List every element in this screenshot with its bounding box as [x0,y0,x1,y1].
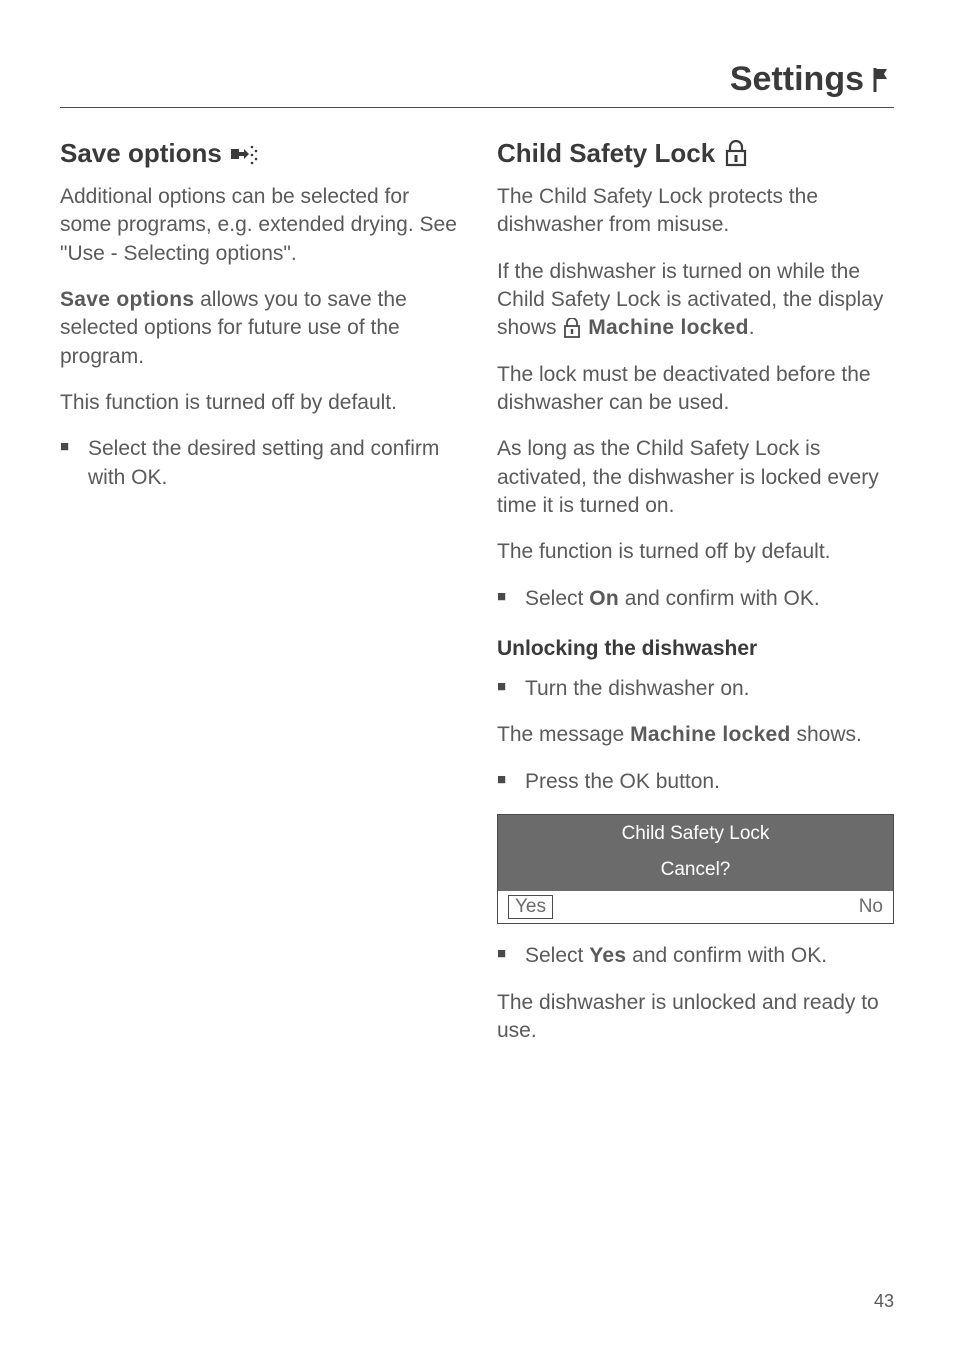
right-column: Child Safety Lock The Child Safety Lock … [497,138,894,1063]
child-lock-heading: Child Safety Lock [497,138,894,169]
unlocking-subhead: Unlocking the dishwasher [497,637,894,661]
child-lock-p1: The Child Safety Lock protects the dishw… [497,183,894,240]
child-lock-p2-bold: Machine locked [588,316,749,339]
save-options-heading-text: Save options [60,138,222,169]
child-lock-p2-post: . [749,316,755,339]
lcd-bottom-row: Yes No [498,891,893,923]
save-options-p3: This function is turned off by default. [60,389,457,417]
lock-icon [723,140,749,168]
lcd-line-1: Child Safety Lock [498,815,893,853]
lcd-no-option: No [859,896,883,918]
unlocking-bullet-select-yes: Select Yes and confirm with OK. [497,942,894,970]
save-options-bullet-1: Select the desired setting and confirm w… [60,435,457,492]
unlocking-bullet-press-ok: Press the OK button. [497,768,894,796]
flag-icon [872,66,894,94]
bullet-yes-pre: Select [525,944,589,967]
save-options-p1: Additional options can be selected for s… [60,183,457,268]
child-lock-p5: The function is turned off by default. [497,538,894,566]
bullet-yes-bold: Yes [589,944,626,967]
bullet-yes-post: and confirm with OK. [626,944,827,967]
child-lock-p4: As long as the Child Safety Lock is acti… [497,435,894,520]
lcd-line-2: Cancel? [498,853,893,891]
bullet-on-bold: On [589,587,619,610]
content-columns: Save options Additional options can be s… [60,138,894,1063]
child-lock-p6: The message Machine locked shows. [497,721,894,749]
save-options-bullets: Select the desired setting and confirm w… [60,435,457,492]
save-options-p2-bold: Save options [60,288,194,311]
unlocking-bullet-turn-on: Turn the dishwasher on. [497,675,894,703]
p6-pre: The message [497,723,630,746]
page-title-text: Settings [730,60,864,99]
p6-bold: Machine locked [630,723,791,746]
save-options-icon [230,141,260,167]
save-options-p2: Save options allows you to save the sele… [60,286,457,371]
child-lock-p3: The lock must be deactivated before the … [497,361,894,418]
child-lock-bullet-on: Select On and confirm with OK. [497,585,894,613]
page-heading: Settings [60,60,894,108]
page-number: 43 [874,1291,894,1312]
lock-small-icon [562,318,582,340]
unlocking-bullets-1: Turn the dishwasher on. [497,675,894,703]
page: Settings Save options [0,0,954,1352]
child-lock-p7: The dishwasher is unlocked and ready to … [497,989,894,1046]
left-column: Save options Additional options can be s… [60,138,457,1063]
lcd-yes-option: Yes [508,895,553,919]
save-options-heading: Save options [60,138,457,169]
child-lock-heading-text: Child Safety Lock [497,138,715,169]
p6-post: shows. [791,723,862,746]
unlocking-bullets-3: Select Yes and confirm with OK. [497,942,894,970]
bullet-on-post: and confirm with OK. [619,587,820,610]
bullet-on-pre: Select [525,587,589,610]
lcd-display: Child Safety Lock Cancel? Yes No [497,814,894,924]
child-lock-p2: If the dishwasher is turned on while the… [497,258,894,343]
child-lock-bullets-1: Select On and confirm with OK. [497,585,894,613]
unlocking-bullets-2: Press the OK button. [497,768,894,796]
